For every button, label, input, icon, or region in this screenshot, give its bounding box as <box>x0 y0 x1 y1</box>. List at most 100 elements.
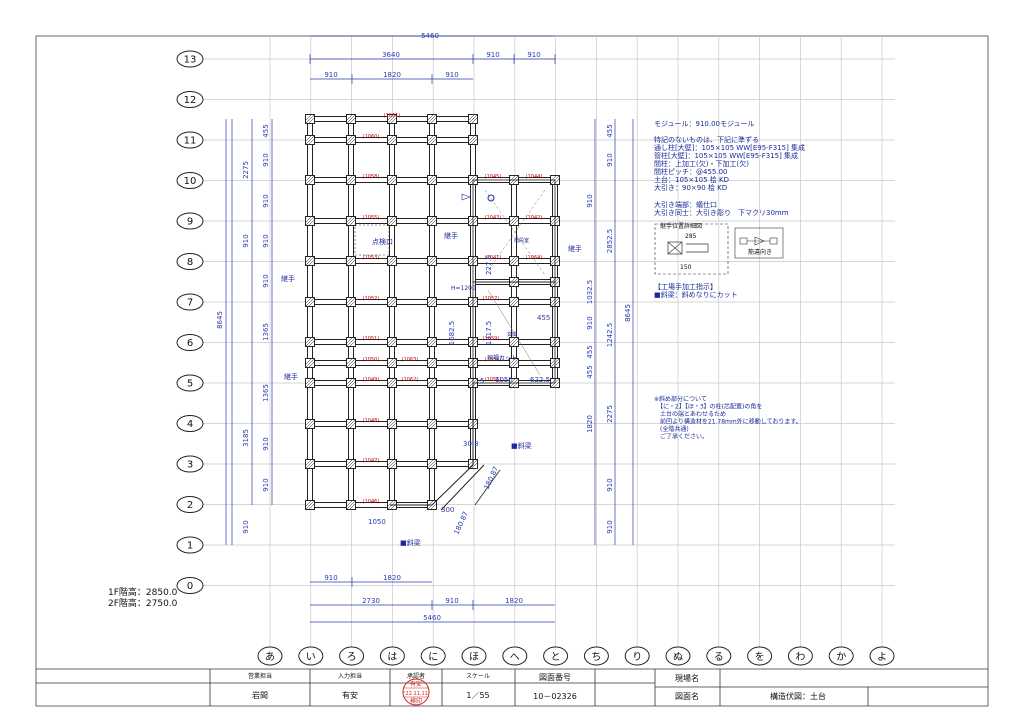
row-axis-marker <box>176 172 204 189</box>
left-dim-12: 910 <box>242 520 250 533</box>
top-dim-6: 910 <box>445 71 458 79</box>
joint-dim-bottom: 150 <box>680 264 692 271</box>
plan-dim-180b: 180.87 <box>453 510 471 536</box>
entrance-area <box>472 281 556 384</box>
plan-dim-1317: 1317.5 <box>485 321 493 346</box>
floor-height-1f: 1F階高：2850.0 <box>108 586 178 598</box>
bottom-dim-3: 2730 <box>362 597 380 605</box>
grain-arrow-icon <box>754 236 765 246</box>
left-dim-3: 910 <box>262 194 270 207</box>
member-id: (1061) <box>384 113 401 119</box>
plan-dim-622: 622.5 <box>530 376 550 384</box>
diagonal-edge <box>390 383 474 506</box>
diagonal-beam <box>440 464 485 511</box>
approver-label: 承認者 <box>407 672 425 680</box>
column-axis-label: を <box>755 651 765 663</box>
top-dim-5: 1820 <box>383 71 401 79</box>
left-dim-13: 910 <box>242 234 250 247</box>
row-axis-label: 2 <box>187 500 193 511</box>
member-id: (1056) <box>485 377 502 383</box>
grain-label: 筋違向き <box>748 248 772 256</box>
spec-line: 大引き：90×90 桧 KD <box>654 183 727 192</box>
member-id: (1046) <box>363 499 380 505</box>
h1200-label: H=1200 <box>451 285 476 292</box>
spec-notes: モジュール：910.00モジュール 特記のないものは、下記に準ずる通し柱[大壁]… <box>654 120 805 441</box>
row-axis-label: 7 <box>187 298 193 309</box>
spec-line: 通し柱[大壁]：105×105 WW[E95-F315] 集成 <box>654 143 805 152</box>
column-axis-label: は <box>387 651 397 663</box>
inspection-hatch <box>354 224 390 256</box>
right-dim-3: 910 <box>586 194 594 207</box>
column-axis-marker <box>543 646 569 666</box>
entrance-label: 玄関 <box>507 331 517 338</box>
spec-line: 土台：105×105 桧 KD <box>654 175 729 184</box>
left-dim-8: 910 <box>262 437 270 450</box>
stair-diag-2 <box>484 189 546 276</box>
slant-note-line: 【に・2】【ほ・3】の柱(芯配置)の角を <box>654 403 762 411</box>
tsugite-label-1: 継手 <box>444 231 458 240</box>
column-axis-marker <box>583 646 609 666</box>
top-dim-4: 910 <box>324 71 337 79</box>
plan-dim-227: 227.5 <box>485 255 493 275</box>
member-ids: (1061) (1060) (1058) (1055) (1053) (1052) (105… <box>363 113 543 505</box>
left-dimensions: 455 910 910 910 910 1365 1365 910 910 22… <box>216 119 273 545</box>
row-axis-marker <box>176 253 204 270</box>
column-axis-label: よ <box>877 651 887 663</box>
member-id: (1043) <box>485 215 502 221</box>
top-dim-1: 3640 <box>382 51 400 59</box>
row-axis-marker <box>176 212 204 230</box>
approval-stamp <box>402 678 430 706</box>
joint-tenon-icon <box>686 243 709 253</box>
top-dim-3: 910 <box>527 51 540 59</box>
column-axis-label: と <box>551 651 561 663</box>
row-axis-label: 11 <box>184 136 197 147</box>
drawing-no-value: 10－02326 <box>533 692 577 701</box>
right-dim-7: 1242.5 <box>606 323 614 348</box>
plan-annotations: 継手 継手 継手 継手 点検口 H=1200 現場カット ■斜梁 ■斜梁 階段室… <box>281 231 582 547</box>
grain-post-right <box>769 237 778 245</box>
ohbiki-note-1: 大引き端部：蟻仕口 <box>654 200 717 209</box>
arrow-mark <box>461 193 471 201</box>
row-axis-marker <box>176 131 204 149</box>
member-id: (1053) <box>363 255 380 261</box>
joint-detail-box <box>654 223 729 275</box>
title-block: 営業担当 岩間 入力担当 有安 承認者 有安 '22.11.11 検印 スケール… <box>36 668 988 706</box>
right-overall-dim: 8645 <box>624 304 632 322</box>
member-id: (1048) <box>363 418 380 424</box>
bottom-dim-5: 1820 <box>505 597 523 605</box>
entrance-diag <box>487 289 541 376</box>
floor-height-2f: 2F階高：2750.0 <box>108 597 178 609</box>
member-id: (1050) <box>363 357 380 363</box>
row-axis-label: 1 <box>187 541 193 552</box>
top-dimensions: 5460 3640 910 910 910 1820 910 <box>309 32 556 84</box>
right-dim-9: 455 <box>586 365 594 378</box>
sales-value: 岩間 <box>252 690 268 700</box>
row-axis-marker <box>176 455 204 473</box>
member-id: (1057) <box>483 296 500 302</box>
member-id: (1047) <box>363 458 380 464</box>
plan-dim-1050b: 1050 <box>495 376 513 384</box>
tsugite-label-4: 継手 <box>284 372 298 381</box>
spec-line: 間柱：上加工(欠)・下加工(欠) <box>654 159 749 168</box>
column-axis: あいろはにほへとちりぬるをわかよ <box>257 646 895 666</box>
column-axis-marker <box>665 646 691 666</box>
member-id: (1058) <box>363 174 380 180</box>
site-label: 現場名 <box>675 673 699 683</box>
row-axis-marker <box>176 293 204 311</box>
column-axis-marker <box>624 646 650 666</box>
slant-note-line: 前回より構造材を21.78mm外に移動しております。 <box>654 418 802 426</box>
member-id: (1049) <box>363 377 380 383</box>
column-axis-marker <box>787 646 813 666</box>
diagonal-beam-2 <box>474 469 501 506</box>
stamp-top: 有安 <box>410 680 422 688</box>
column-axis-marker <box>257 646 283 666</box>
row-axis-label: 9 <box>187 217 193 228</box>
member-id: (1041) <box>485 255 502 261</box>
row-axis-marker <box>176 91 204 108</box>
right-dimensions: 455 910 910 2852.5 1032.5 910 1242.5 455… <box>586 119 634 545</box>
factory-note-1: 【工場手加工指示】 <box>654 282 717 291</box>
top-dim-2: 910 <box>486 51 499 59</box>
spec-line: 管柱[大壁]：105×105 WW[E95-F315] 集成 <box>654 151 798 160</box>
member-id: (1063) <box>402 357 419 363</box>
